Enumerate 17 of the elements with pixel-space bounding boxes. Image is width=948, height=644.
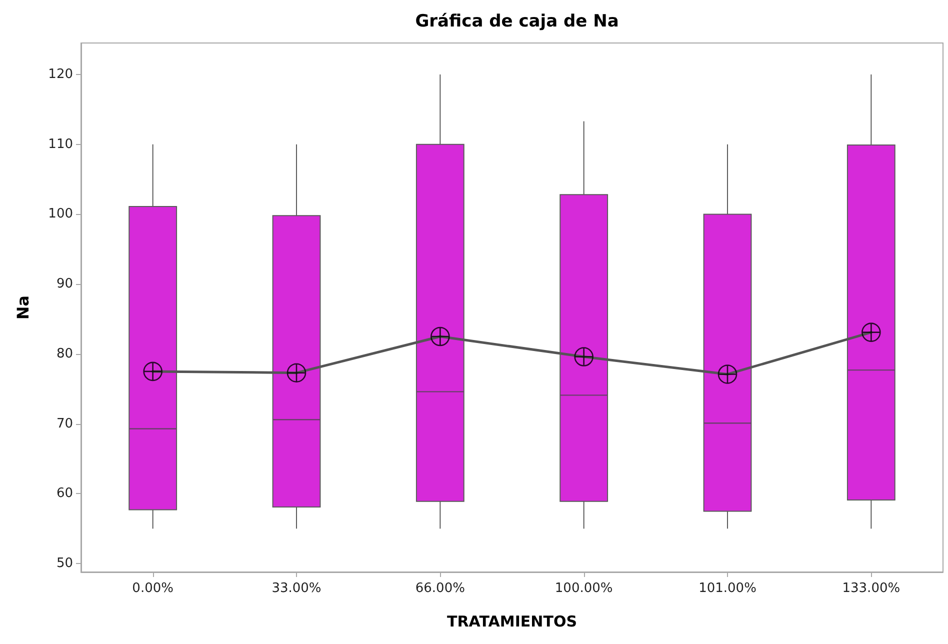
x-tick-label: 66.00% bbox=[415, 581, 465, 596]
x-axis-title: TRATAMIENTOS bbox=[447, 612, 577, 630]
x-tick-label: 33.00% bbox=[272, 581, 322, 596]
y-tick-label: 120 bbox=[48, 66, 73, 82]
y-tick-label: 80 bbox=[56, 346, 73, 362]
y-tick-label: 90 bbox=[56, 276, 73, 292]
y-tick-label: 70 bbox=[56, 416, 73, 432]
x-tick-label: 101.00% bbox=[698, 581, 756, 596]
x-tick-label: 0.00% bbox=[132, 581, 174, 596]
y-axis-title: Na bbox=[14, 295, 32, 320]
y-tick-label: 100 bbox=[48, 206, 73, 222]
x-tick-label: 133.00% bbox=[842, 581, 900, 596]
chart-title: Gráfica de caja de Na bbox=[415, 12, 619, 32]
y-tick-label: 110 bbox=[48, 136, 73, 152]
x-tick-label: 100.00% bbox=[554, 581, 613, 596]
y-tick-label: 50 bbox=[56, 556, 73, 572]
y-tick-label: 60 bbox=[56, 486, 73, 502]
